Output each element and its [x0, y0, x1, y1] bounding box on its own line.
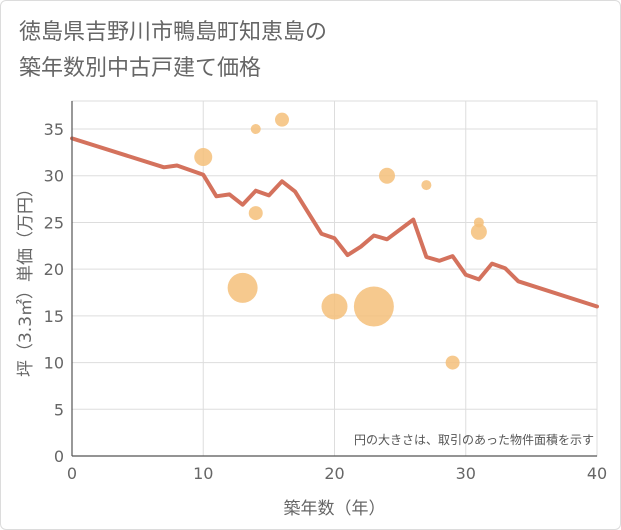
x-tick-label: 30 — [456, 464, 476, 483]
bubble-series — [194, 112, 487, 370]
x-axis-title: 築年数（年） — [284, 499, 386, 519]
bubble-point — [321, 293, 348, 320]
bubble-point — [445, 355, 460, 370]
y-tick-label: 10 — [44, 354, 64, 373]
x-tick-label: 20 — [324, 464, 344, 483]
bubble-point — [227, 272, 258, 303]
trend-line-series — [70, 136, 599, 309]
y-tick-label: 20 — [44, 260, 64, 279]
y-tick-label: 5 — [54, 400, 64, 419]
chart-annotation: 円の大きさは、取引のあった物件面積を示す — [354, 432, 594, 447]
axes — [71, 101, 597, 457]
chart-title: 徳島県吉野川市鴨島町知恵島の 築年数別中古戸建て価格 — [19, 15, 327, 87]
y-tick-label: 0 — [54, 447, 64, 466]
y-tick-label: 15 — [44, 307, 64, 326]
bubble-point — [421, 180, 432, 191]
bubble-point — [470, 223, 487, 240]
bubble-point — [194, 148, 213, 167]
y-tick-label: 30 — [44, 167, 64, 186]
bubble-point — [353, 286, 394, 327]
trend-line — [70, 136, 599, 309]
bubble-point — [275, 112, 289, 127]
axis-labels: 0 10 20 30 40 0 5 10 15 20 25 30 35 築年数（年） 坪（3.3㎡）単価（万… — [16, 120, 607, 519]
bubble-point — [248, 206, 263, 221]
chart-title-line1: 徳島県吉野川市鴨島町知恵島の — [19, 20, 328, 45]
bubble-point — [379, 167, 395, 184]
chart-title-line2: 築年数別中古戸建て価格 — [19, 56, 262, 81]
y-tick-label: 25 — [44, 213, 64, 232]
y-tick-label: 35 — [44, 120, 64, 139]
x-tick-label: 40 — [587, 464, 607, 483]
y-axis-title: 坪（3.3㎡）単価（万円） — [16, 180, 36, 377]
bubble-point — [250, 124, 261, 135]
x-tick-label: 0 — [67, 464, 77, 483]
x-tick-label: 10 — [193, 464, 213, 483]
